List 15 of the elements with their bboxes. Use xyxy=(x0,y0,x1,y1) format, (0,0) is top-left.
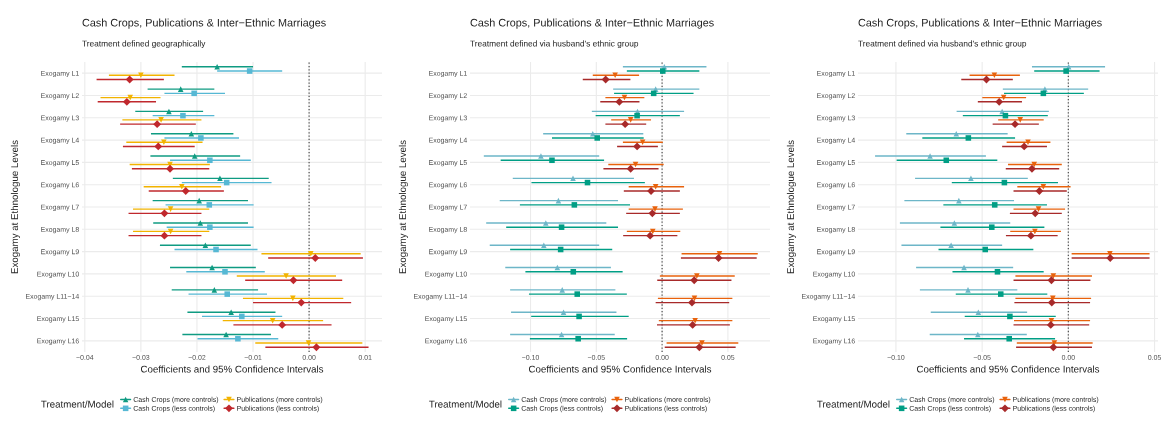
chart-subtitle: Treatment defined via husband's ethnic group xyxy=(470,40,639,49)
x-axis-title: Coefficients and 95% Confidence Intervals xyxy=(140,365,324,373)
chart-title: Cash Crops, Publications & Inter−Ethnic Marriages xyxy=(470,18,714,29)
x-axis-title: Coefficients and 95% Confidence Intervals xyxy=(916,365,1100,373)
chart-title: Cash Crops, Publications & Inter−Ethnic Marriages xyxy=(82,18,326,29)
legend-title: Treatment/Model xyxy=(429,400,502,408)
chart-subtitle: Treatment defined geographically xyxy=(82,40,206,49)
y-axis-title: Exogamy at Ethnologue Levels xyxy=(786,140,796,274)
legend-title: Treatment/Model xyxy=(41,400,114,408)
y-axis-title: Exogamy at Ethnologue Levels xyxy=(398,140,408,274)
y-axis-title: Exogamy at Ethnologue Levels xyxy=(10,140,20,274)
chart-subtitle: Treatment defined via husband's ethnic group xyxy=(858,40,1027,49)
legend-title: Treatment/Model xyxy=(817,400,890,408)
chart-title: Cash Crops, Publications & Inter−Ethnic Marriages xyxy=(858,18,1102,29)
x-axis-title: Coefficients and 95% Confidence Intervals xyxy=(528,365,712,373)
